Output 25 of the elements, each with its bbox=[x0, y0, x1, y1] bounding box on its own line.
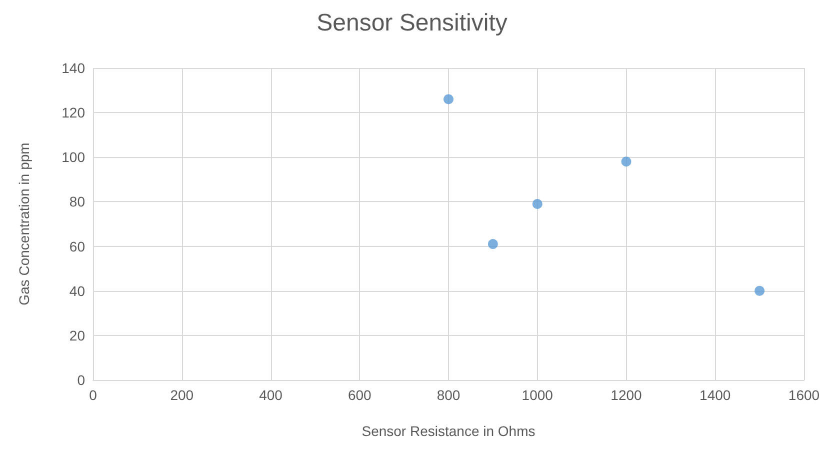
x-tick-label: 0 bbox=[89, 387, 98, 403]
x-tick-label: 400 bbox=[259, 387, 283, 403]
point bbox=[488, 239, 498, 250]
x-tick-label: 1400 bbox=[700, 387, 731, 403]
chart-title: Sensor Sensitivity bbox=[316, 10, 508, 36]
y-tick-label: 0 bbox=[77, 372, 86, 388]
x-tick-label: 1200 bbox=[610, 387, 642, 403]
x-tick-label: 200 bbox=[170, 387, 194, 403]
x-tick-label: 1600 bbox=[788, 387, 820, 403]
y-tick-label: 140 bbox=[62, 60, 86, 76]
y-tick-label: 120 bbox=[62, 104, 86, 121]
x-tick-label: 800 bbox=[436, 387, 460, 403]
x-tick-label: 1000 bbox=[522, 387, 554, 403]
y-axis-title: Gas Concentration in ppm bbox=[16, 142, 32, 306]
x-tick-label: 600 bbox=[348, 387, 372, 403]
y-tick-label: 60 bbox=[69, 238, 86, 254]
y-tick-label: 100 bbox=[62, 149, 86, 166]
point bbox=[444, 94, 454, 104]
point bbox=[754, 286, 765, 296]
point bbox=[621, 156, 632, 167]
point bbox=[532, 198, 542, 209]
y-tick-label: 20 bbox=[69, 327, 86, 344]
x-axis-title: Sensor Resistance in Ohms bbox=[362, 423, 536, 439]
y-tick-label: 40 bbox=[69, 282, 86, 299]
y-tick-label: 80 bbox=[69, 194, 86, 210]
